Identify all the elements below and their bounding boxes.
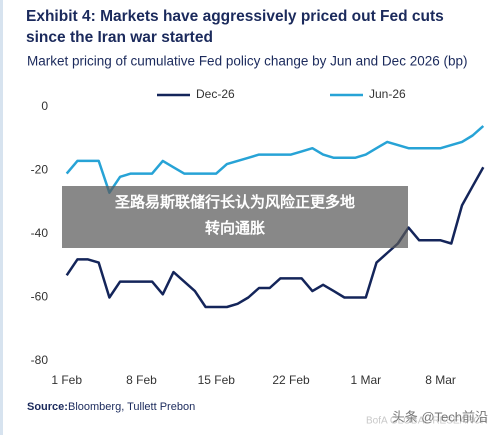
legend-label: Dec-26 xyxy=(196,87,235,101)
x-tick-label: 8 Mar xyxy=(425,373,456,387)
series-line xyxy=(65,166,485,309)
branding: BofA GLOBAL RESEARCH xyxy=(366,416,488,427)
overlay-line: 圣路易斯联储行长认为风险正更多地 xyxy=(114,193,355,211)
x-tick-label: 1 Mar xyxy=(350,373,381,387)
overlay-banner xyxy=(62,186,408,248)
overlay: 圣路易斯联储行长认为风险正更多地 转向通胀 xyxy=(62,186,408,248)
title-box: Exhibit 4: Markets have aggressively pri… xyxy=(26,8,444,46)
x-tick-label: 22 Feb xyxy=(272,373,310,387)
source-label: Source: xyxy=(27,401,68,413)
y-tick-label: -20 xyxy=(31,163,49,177)
source: Bloomberg, Tullett Prebon xyxy=(68,401,195,413)
x-tick-label: 1 Feb xyxy=(51,373,82,387)
x-tick-label: 15 Feb xyxy=(198,373,236,387)
x-tick-label: 8 Feb xyxy=(126,373,157,387)
legend-label: Jun-26 xyxy=(369,87,406,101)
overlay-line: 转向通胀 xyxy=(205,219,265,237)
left-border xyxy=(0,0,3,435)
y-tick-label: -80 xyxy=(31,353,49,367)
y-tick-label: 0 xyxy=(41,99,48,113)
legend: Dec-26 Jun-26 xyxy=(157,87,406,101)
y-tick-label: -60 xyxy=(31,290,49,304)
chart-title: Exhibit 4: Markets have aggressively pri… xyxy=(26,8,444,46)
chart-subtitle: Market pricing of cumulative Fed policy … xyxy=(27,54,467,69)
y-tick-label: -40 xyxy=(31,226,49,240)
watermark: 头条 @Tech前沿 xyxy=(392,409,488,424)
series-line xyxy=(65,125,485,194)
